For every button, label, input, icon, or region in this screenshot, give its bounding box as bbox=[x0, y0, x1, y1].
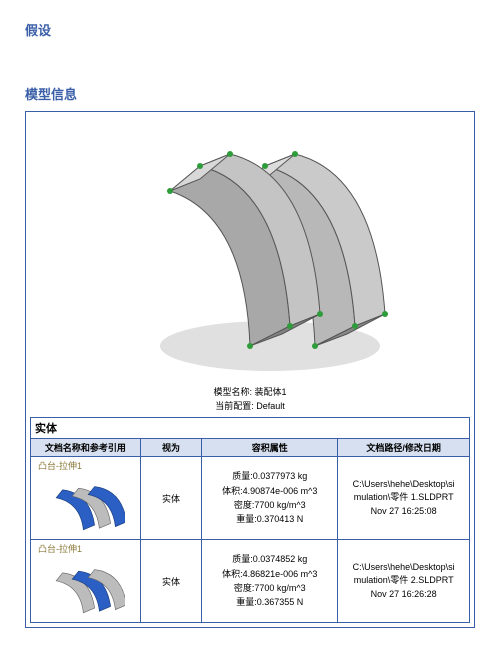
mass-value: 0.0377973 kg bbox=[253, 471, 308, 481]
assumptions-heading: 假设 bbox=[25, 20, 475, 39]
col-header-name: 文档名称和参考引用 bbox=[31, 439, 141, 457]
cell-props-0: 质量:0.0377973 kg 体积:4.90874e-006 m^3 密度:7… bbox=[202, 457, 338, 540]
cell-props-1: 质量:0.0374852 kg 体积:4.86821e-006 m^3 密度:7… bbox=[202, 540, 338, 623]
col-header-path: 文档路径/修改日期 bbox=[338, 439, 470, 457]
model-info-panel: 模型名称: 装配体1 当前配置: Default 实体 文档名称和参考引用 视为… bbox=[25, 111, 475, 628]
mass-label: 质量: bbox=[232, 554, 253, 564]
solids-title: 实体 bbox=[30, 417, 470, 438]
model-config-value: Default bbox=[256, 401, 285, 411]
model-name-label: 模型名称: bbox=[213, 387, 252, 397]
cell-path-0: C:\Users\hehe\Desktop\si mulation\零件 1.S… bbox=[338, 457, 470, 540]
path-date: Nov 27 16:25:08 bbox=[371, 506, 437, 516]
model-preview-svg bbox=[70, 121, 430, 381]
wt-label: 重量: bbox=[236, 597, 257, 607]
vol-value: 4.90874e-006 m^3 bbox=[243, 486, 318, 496]
model-name-value: 装配体1 bbox=[255, 387, 287, 397]
cell-treated-1: 实体 bbox=[140, 540, 201, 623]
dens-value: 7700 kg/m^3 bbox=[254, 500, 305, 510]
model-info-heading: 模型信息 bbox=[25, 84, 475, 103]
wt-value: 0.367355 N bbox=[257, 597, 304, 607]
cell-name-0: 凸台-拉伸1 bbox=[31, 457, 141, 540]
model-config-label: 当前配置: bbox=[215, 401, 254, 411]
row-name-0: 凸台-拉伸1 bbox=[34, 459, 137, 472]
path-line1: C:\Users\hehe\Desktop\si bbox=[353, 562, 455, 572]
vol-label: 体积: bbox=[222, 569, 243, 579]
path-line2: mulation\零件 2.SLDPRT bbox=[354, 575, 454, 585]
solids-table: 文档名称和参考引用 视为 容积属性 文档路径/修改日期 凸台-拉伸1 bbox=[30, 438, 470, 623]
wt-label: 重量: bbox=[236, 514, 257, 524]
dens-label: 密度: bbox=[234, 583, 255, 593]
path-line1: C:\Users\hehe\Desktop\si bbox=[353, 479, 455, 489]
cell-name-1: 凸台-拉伸1 bbox=[31, 540, 141, 623]
path-line2: mulation\零件 1.SLDPRT bbox=[354, 492, 454, 502]
wt-value: 0.370413 N bbox=[257, 514, 304, 524]
model-preview bbox=[30, 116, 470, 386]
col-header-treated: 视为 bbox=[140, 439, 201, 457]
model-caption: 模型名称: 装配体1 当前配置: Default bbox=[213, 386, 286, 413]
thumb-icon bbox=[45, 558, 125, 618]
dens-label: 密度: bbox=[234, 500, 255, 510]
mass-value: 0.0374852 kg bbox=[253, 554, 308, 564]
mass-label: 质量: bbox=[232, 471, 253, 481]
dens-value: 7700 kg/m^3 bbox=[254, 583, 305, 593]
cell-treated-0: 实体 bbox=[140, 457, 201, 540]
col-header-props: 容积属性 bbox=[202, 439, 338, 457]
thumb-icon bbox=[45, 475, 125, 535]
row-name-1: 凸台-拉伸1 bbox=[34, 542, 137, 555]
table-row: 凸台-拉伸1 实体 质量:0.0377973 kg 体积:4.90874e bbox=[31, 457, 470, 540]
vol-label: 体积: bbox=[222, 486, 243, 496]
path-date: Nov 27 16:26:28 bbox=[371, 589, 437, 599]
vol-value: 4.86821e-006 m^3 bbox=[243, 569, 318, 579]
cell-path-1: C:\Users\hehe\Desktop\si mulation\零件 2.S… bbox=[338, 540, 470, 623]
table-header-row: 文档名称和参考引用 视为 容积属性 文档路径/修改日期 bbox=[31, 439, 470, 457]
table-row: 凸台-拉伸1 实体 质量:0.0374852 kg 体积:4.86821e bbox=[31, 540, 470, 623]
